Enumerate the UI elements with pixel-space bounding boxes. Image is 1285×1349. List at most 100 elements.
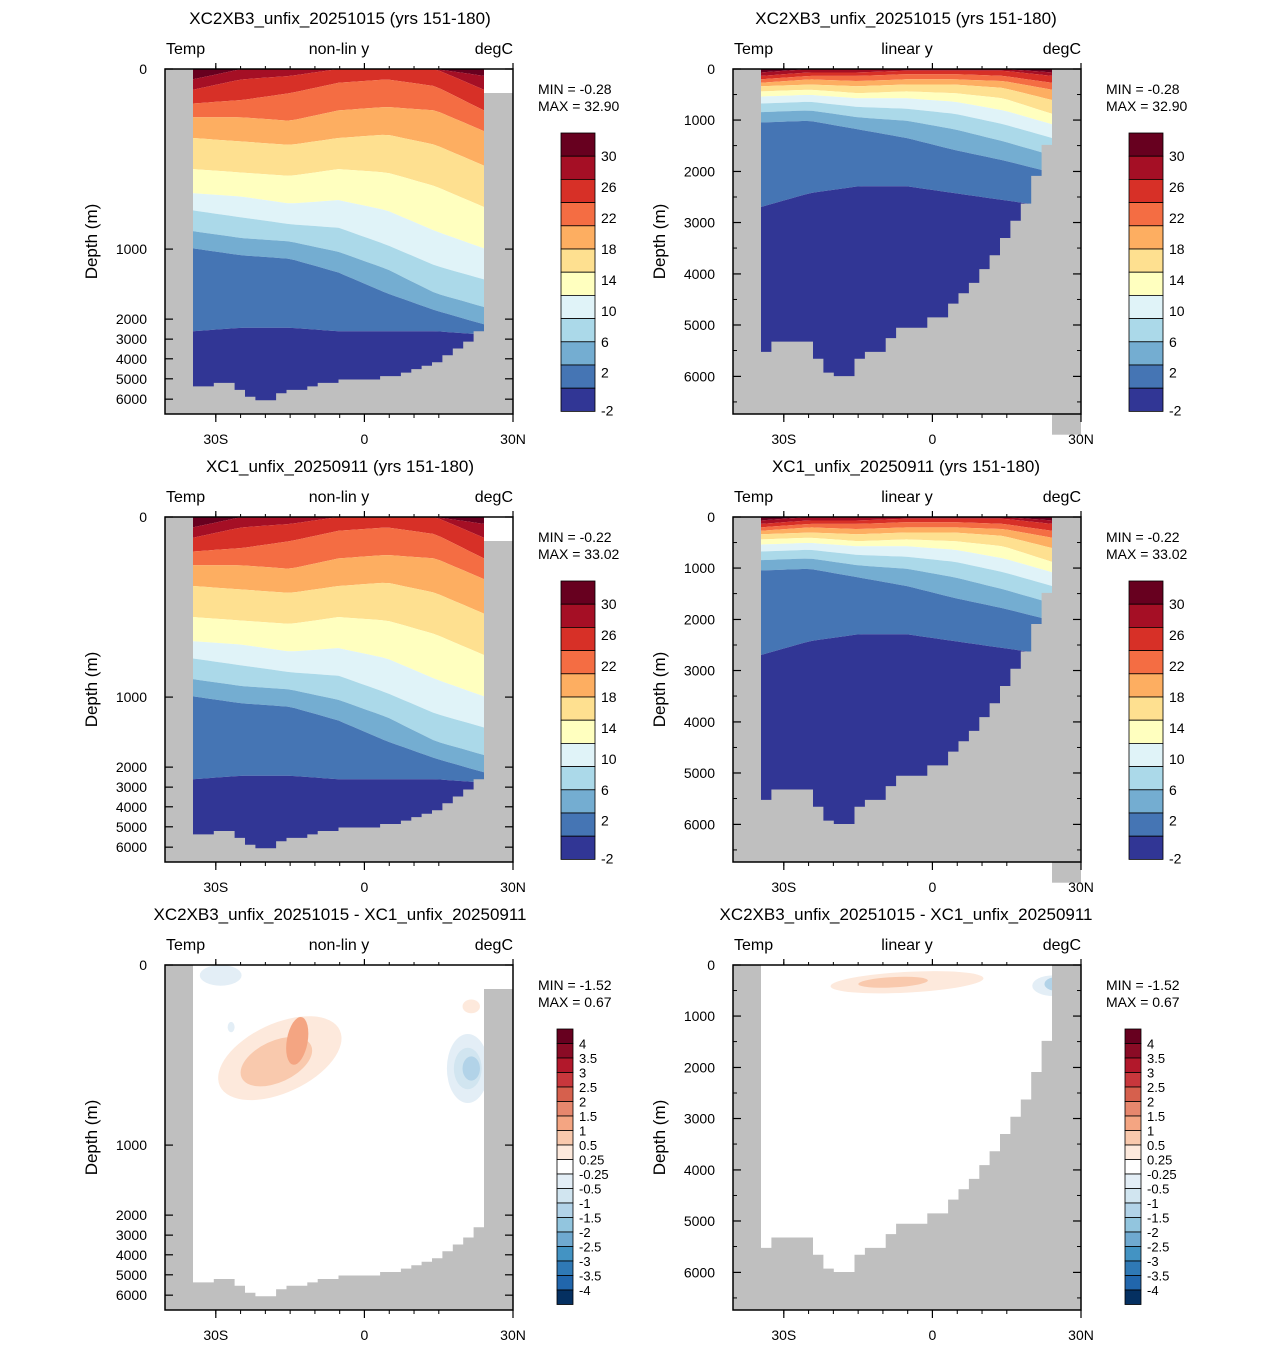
variable-label: Temp bbox=[166, 489, 205, 506]
colorbar-label: 6 bbox=[601, 334, 609, 350]
x-tick-label: 30N bbox=[500, 1327, 526, 1343]
variable-label: Temp bbox=[166, 937, 205, 954]
land-mask bbox=[1052, 89, 1081, 435]
colorbar-segment bbox=[560, 387, 596, 412]
y-tick-label: 4000 bbox=[116, 351, 147, 367]
units-label: degC bbox=[1043, 41, 1081, 58]
colorbar-label: 2.5 bbox=[1147, 1080, 1165, 1095]
colorbar-label: 2 bbox=[1169, 365, 1177, 381]
colorbar-segment bbox=[1124, 1144, 1142, 1160]
temperature-contour-band bbox=[761, 70, 1052, 83]
colorbar-label: -3.5 bbox=[579, 1269, 601, 1284]
colorbar-label: 22 bbox=[601, 210, 617, 226]
colorbar-segment bbox=[1124, 1115, 1142, 1131]
colorbar-label: -0.25 bbox=[579, 1167, 609, 1182]
colorbar-segment bbox=[556, 1231, 574, 1247]
colorbar-label: 2 bbox=[601, 365, 609, 381]
difference-contour bbox=[858, 976, 928, 988]
colorbar-segment bbox=[556, 1115, 574, 1131]
colorbar-segment bbox=[560, 364, 596, 389]
colorbar-label: 18 bbox=[601, 689, 617, 705]
temperature-contour-band bbox=[761, 84, 1052, 114]
colorbar-label: 3.5 bbox=[579, 1051, 597, 1066]
land-mask bbox=[733, 517, 761, 862]
sea-floor-mask bbox=[193, 1227, 484, 1310]
colorbar-segment bbox=[1124, 1202, 1142, 1218]
max-value-text: MAX = 33.02 bbox=[538, 546, 620, 562]
colorbar-segment bbox=[1124, 1231, 1142, 1247]
temperature-contour-band bbox=[193, 517, 484, 538]
colorbar-segment bbox=[560, 835, 596, 860]
colorbar-label: 6 bbox=[601, 782, 609, 798]
y-axis-label: Depth (m) bbox=[82, 652, 101, 728]
land-mask bbox=[484, 989, 513, 1310]
y-tick-label: 6000 bbox=[684, 816, 715, 832]
colorbar-segment bbox=[560, 812, 596, 837]
y-tick-label: 2000 bbox=[116, 1207, 147, 1223]
y-tick-label: 5000 bbox=[116, 1267, 147, 1283]
colorbar-label: -2 bbox=[1147, 1225, 1159, 1240]
y-tick-label: 3000 bbox=[116, 779, 147, 795]
colorbar-label: 0.5 bbox=[579, 1138, 597, 1153]
y-tick-label: 1000 bbox=[116, 1137, 147, 1153]
colorbar-segment bbox=[560, 789, 596, 814]
colorbar-segment bbox=[556, 1173, 574, 1189]
colorbar-label: -2.5 bbox=[579, 1240, 601, 1255]
colorbar-label: 26 bbox=[1169, 179, 1185, 195]
colorbar-segment bbox=[1128, 225, 1164, 250]
land-mask bbox=[484, 93, 513, 414]
panel-1: XC2XB3_unfix_20251015 (yrs 151-180) Temp n… bbox=[82, 9, 620, 447]
y-tick-label: 5000 bbox=[116, 819, 147, 835]
panel-3: XC1_unfix_20250911 (yrs 151-180)Temp non-… bbox=[82, 457, 620, 895]
y-tick-label: 6000 bbox=[116, 1287, 147, 1303]
colorbar-label: 30 bbox=[601, 148, 617, 164]
min-value-text: MIN = -0.28 bbox=[1106, 81, 1180, 97]
temperature-contour-band bbox=[761, 120, 1052, 207]
colorbar-label: -4 bbox=[1147, 1283, 1159, 1298]
colorbar-segment bbox=[560, 743, 596, 768]
colorbar-label: 30 bbox=[601, 596, 617, 612]
colorbar-segment bbox=[1124, 1188, 1142, 1204]
y-tick-label: 1000 bbox=[684, 560, 715, 576]
y-tick-label: 2000 bbox=[684, 1059, 715, 1075]
colorbar-label: 2 bbox=[601, 813, 609, 829]
temperature-contour-band bbox=[761, 537, 1052, 573]
y-tick-label: 4000 bbox=[116, 799, 147, 815]
colorbar-label: 1.5 bbox=[1147, 1109, 1165, 1124]
colorbar-segment bbox=[560, 318, 596, 343]
difference-contour bbox=[199, 965, 242, 986]
colorbar-label: 6 bbox=[1169, 782, 1177, 798]
max-value-text: MAX = 0.67 bbox=[538, 994, 612, 1010]
colorbar-label: 3.5 bbox=[1147, 1051, 1165, 1066]
colorbar-segment bbox=[1128, 812, 1164, 837]
x-tick-label: 30N bbox=[500, 879, 526, 895]
plot-frame bbox=[164, 68, 514, 415]
colorbar-segment bbox=[560, 132, 596, 157]
sea-floor-mask bbox=[193, 779, 484, 862]
temperature-contour-band bbox=[193, 248, 484, 335]
colorbar-segment bbox=[1128, 318, 1164, 343]
colorbar-segment bbox=[1124, 1057, 1142, 1073]
colorbar-label: 26 bbox=[1169, 627, 1185, 643]
temperature-contour-band bbox=[193, 231, 484, 325]
variable-label: Temp bbox=[166, 41, 205, 58]
colorbar-label: -2 bbox=[601, 403, 614, 419]
temperature-contour-band bbox=[193, 517, 484, 559]
y-tick-label: 6000 bbox=[684, 1264, 715, 1280]
colorbar-segment bbox=[1128, 743, 1164, 768]
temperature-contour-band bbox=[761, 543, 1052, 586]
y-tick-label: 4000 bbox=[684, 1162, 715, 1178]
colorbar-segment bbox=[556, 1289, 574, 1305]
difference-contour bbox=[462, 999, 480, 1014]
colorbar-label: 14 bbox=[1169, 272, 1185, 288]
colorbar-segment bbox=[1128, 650, 1164, 675]
colorbar-segment bbox=[1128, 603, 1164, 628]
temperature-contour-band bbox=[761, 74, 1052, 90]
colorbar-label: -2.5 bbox=[1147, 1240, 1169, 1255]
y-tick-label: 6000 bbox=[116, 839, 147, 855]
land-mask bbox=[733, 69, 761, 414]
y-tick-label: 0 bbox=[707, 61, 715, 77]
y-scale-label: non-lin y bbox=[309, 41, 369, 58]
x-tick-label: 0 bbox=[361, 431, 369, 447]
colorbar-segment bbox=[556, 1057, 574, 1073]
